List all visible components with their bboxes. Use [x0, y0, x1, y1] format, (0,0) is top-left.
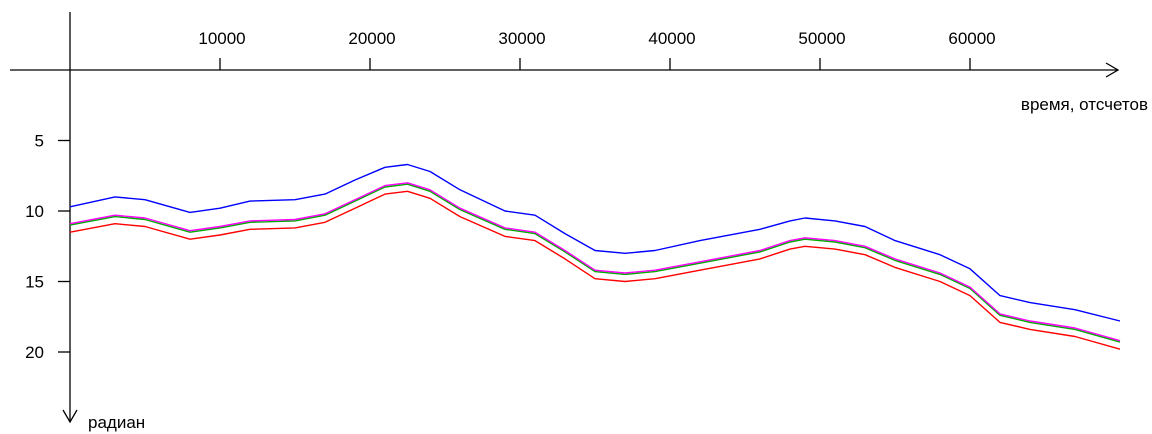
- series-line-1: [69, 163, 1121, 322]
- axes: [10, 12, 1120, 424]
- x-ticks: 10000 20000 30000 40000 50000 60000: [198, 29, 996, 70]
- y-tick-label: 5: [35, 132, 44, 151]
- series-line-3: [69, 182, 1121, 342]
- x-axis-arrow: [1105, 62, 1120, 78]
- series-layer: [69, 163, 1121, 350]
- x-tick-label: 60000: [948, 29, 995, 48]
- series-line-2: [69, 183, 1121, 343]
- y-axis-arrow: [62, 409, 78, 424]
- series-line-4: [69, 190, 1121, 350]
- x-axis-title: время, отсчетов: [1021, 95, 1148, 114]
- x-tick-label: 10000: [198, 29, 245, 48]
- y-tick-label: 10: [25, 202, 44, 221]
- y-ticks: 5 10 15 20: [25, 132, 70, 362]
- x-tick-label: 20000: [348, 29, 395, 48]
- y-tick-label: 20: [25, 343, 44, 362]
- x-tick-label: 30000: [498, 29, 545, 48]
- x-tick-label: 40000: [648, 29, 695, 48]
- y-axis-title: радиан: [88, 413, 145, 432]
- y-tick-label: 15: [25, 273, 44, 292]
- x-tick-label: 50000: [798, 29, 845, 48]
